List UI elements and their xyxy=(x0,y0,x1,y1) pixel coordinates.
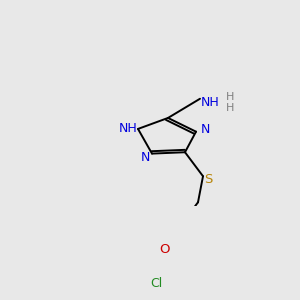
Text: N: N xyxy=(200,123,210,136)
Text: O: O xyxy=(160,243,170,256)
Text: H: H xyxy=(226,103,234,113)
Text: S: S xyxy=(204,173,212,186)
Text: N: N xyxy=(140,151,150,164)
Text: H: H xyxy=(226,92,234,102)
Text: Cl: Cl xyxy=(150,278,163,290)
Text: NH: NH xyxy=(118,122,137,135)
Text: NH: NH xyxy=(201,96,219,109)
